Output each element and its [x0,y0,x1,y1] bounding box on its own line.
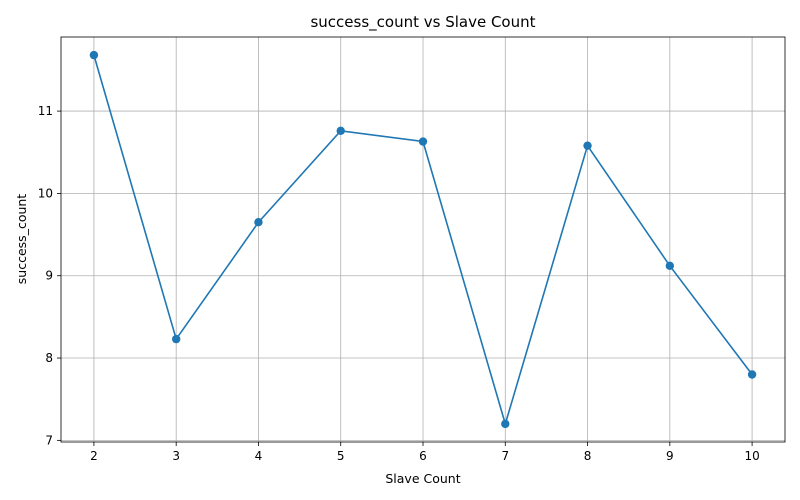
data-point [336,126,345,136]
y-axis-ticks: 7 8 9 10 11 [38,104,61,447]
x-tick-label: 4 [255,449,263,463]
data-point [171,334,181,344]
x-tick-label: 2 [90,449,98,463]
y-tick-label: 11 [38,104,53,118]
series-layer [89,50,757,429]
data-point [747,370,757,379]
chart-title: success_count vs Slave Count [310,13,535,32]
data-point [501,419,510,429]
x-tick-label: 6 [419,449,427,463]
x-axis-ticks: 2 3 4 5 6 7 8 9 10 [90,442,760,463]
x-tick-label: 10 [744,449,759,463]
x-axis-label: Slave Count [385,471,460,486]
data-point [583,141,592,150]
y-tick-label: 10 [38,186,53,200]
x-tick-label: 7 [501,449,509,463]
y-tick-label: 8 [45,351,53,365]
x-tick-label: 5 [337,449,345,463]
data-point [89,50,99,60]
data-point [254,218,263,227]
data-point [665,261,675,271]
grid-lines [61,37,785,442]
data-point [418,137,428,146]
x-tick-label: 3 [172,449,180,463]
x-tick-label: 8 [584,449,592,463]
y-axis-label: success_count [14,194,29,285]
y-tick-label: 9 [45,269,53,283]
x-tick-label: 9 [666,449,674,463]
y-tick-label: 7 [45,433,53,447]
